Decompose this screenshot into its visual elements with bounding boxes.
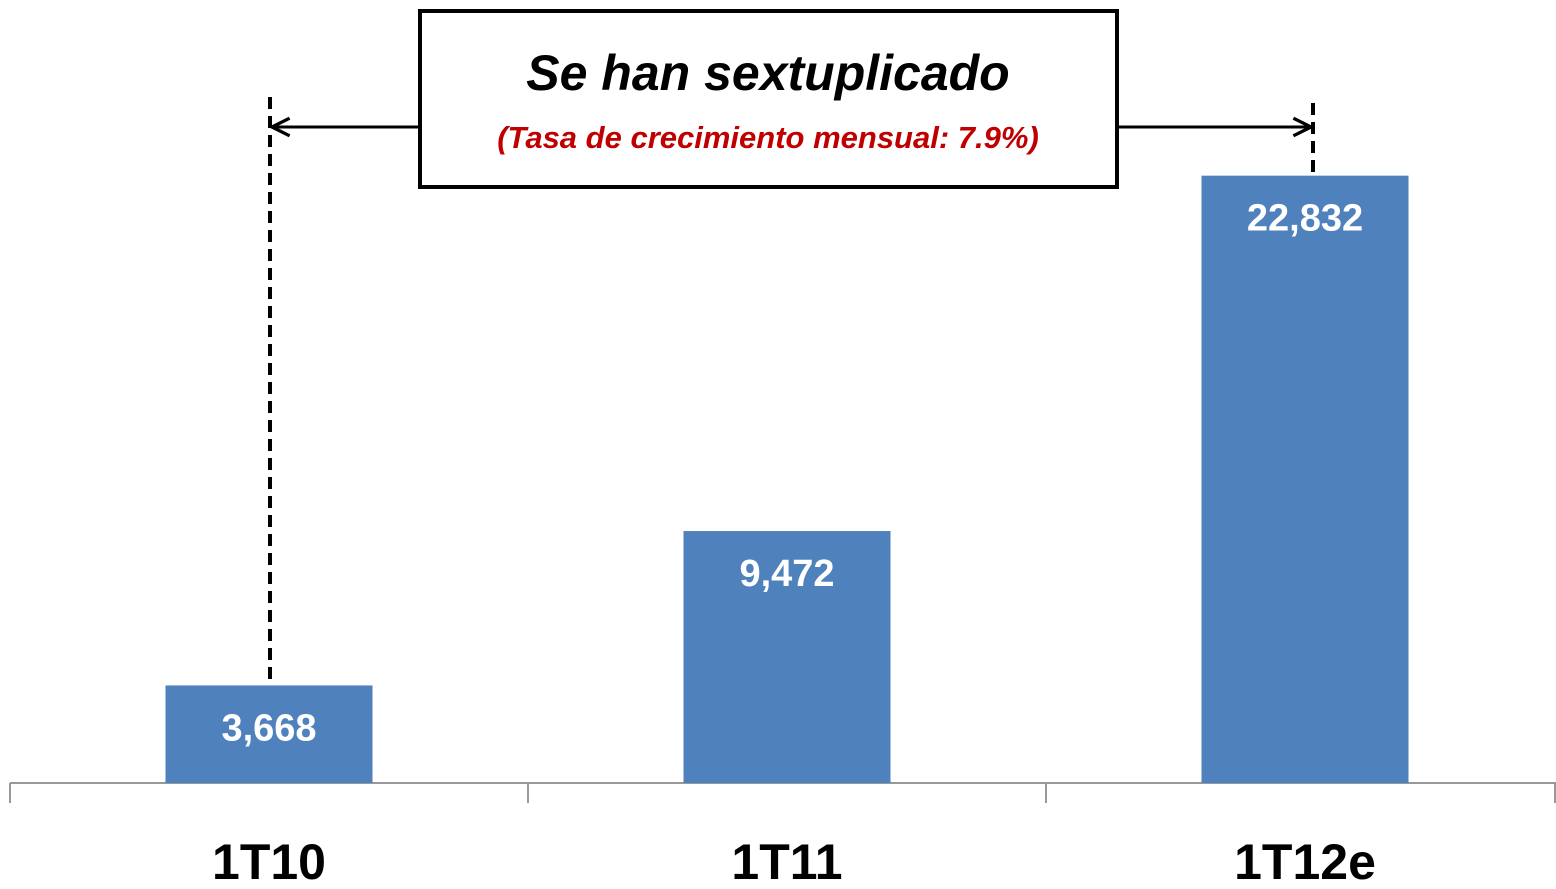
value-label: 9,472 xyxy=(739,553,834,595)
annotation-guides xyxy=(268,97,1315,686)
annotation-title: Se han sextuplicado xyxy=(526,45,1009,101)
bar xyxy=(1201,175,1409,783)
annotation-box xyxy=(418,9,1119,189)
x-tick-label: 1T11 xyxy=(731,834,842,889)
value-label: 22,832 xyxy=(1247,198,1363,240)
value-label: 3,668 xyxy=(221,707,316,749)
bars: 1T10 3,668 1T11 9,472 1T12e 22,832 xyxy=(165,175,1409,889)
bar xyxy=(165,685,373,783)
annotation-subtitle: (Tasa de crecimiento mensual: 7.9%) xyxy=(497,120,1039,155)
x-tick-label: 1T12e xyxy=(1234,834,1376,889)
x-axis-ticks xyxy=(9,783,1556,803)
bar xyxy=(683,531,891,783)
x-tick-label: 1T10 xyxy=(212,834,326,889)
